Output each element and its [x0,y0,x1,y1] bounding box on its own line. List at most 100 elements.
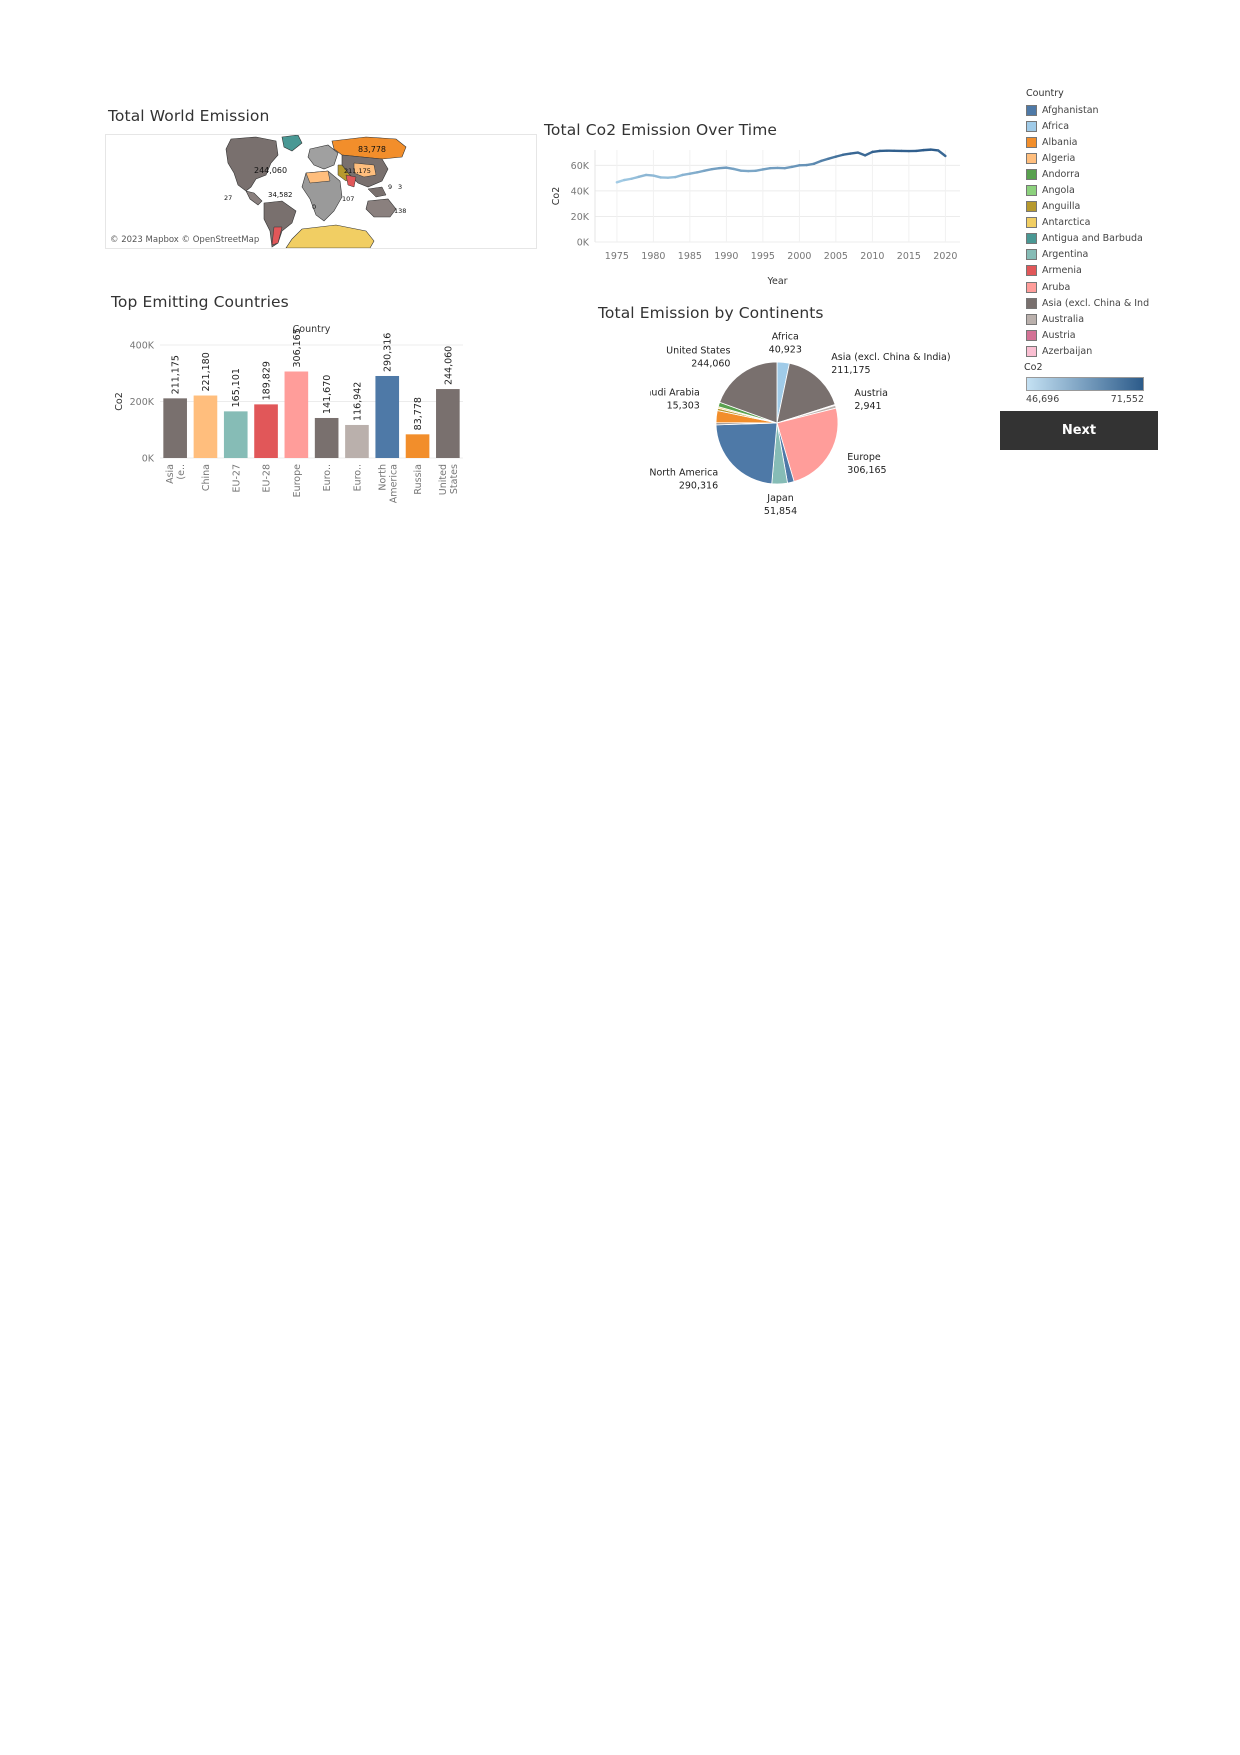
line-series-segment [644,173,655,177]
pie-slice [776,407,839,483]
legend-item-label: Austria [1042,329,1076,341]
legend-item[interactable]: Aruba [1026,279,1150,295]
map-region-india[interactable] [345,174,357,188]
bar-category-label: Euro.. [322,464,333,491]
world-map-canvas[interactable]: 83,778 244,060 34,582 211,175 9 3 27 0 1… [106,135,536,248]
legend-item[interactable]: Austria [1026,327,1150,343]
map-region-china[interactable] [353,162,377,178]
map-label-d: 0 [312,203,316,211]
line-series-segment [827,155,838,160]
legend-item-label: Africa [1042,120,1070,132]
line-x-tick-label: 1975 [605,251,629,262]
map-region-north-america[interactable] [225,136,279,192]
legend-item[interactable]: Argentina [1026,247,1150,263]
legend-item[interactable]: Armenia [1026,263,1150,279]
line-series-segment [805,162,816,167]
line-y-tick-label: 20K [571,212,590,223]
pie-slice [776,362,836,424]
next-button[interactable]: Next [1000,411,1158,450]
bar-value-label: 221,180 [201,352,212,391]
map-region-argentina[interactable] [271,226,283,246]
bar-category-label: Europe [292,464,303,498]
line-y-axis-title: Co2 [551,187,562,206]
line-series-segment [681,172,692,177]
pie-slice-label: Africa [772,331,799,342]
legend-item[interactable]: Albania [1026,134,1150,150]
pie-slice [719,361,778,424]
bar-y-tick-label: 200K [130,397,155,408]
bar-category-label: United [438,464,449,495]
legend-item[interactable]: Anguilla [1026,199,1150,215]
map-region-antarctica[interactable] [285,224,375,248]
pie-chart[interactable]: Africa 40,923 Asia (excl. China & India) 21… [650,325,950,525]
map-region-greenland[interactable] [281,135,303,152]
legend-item[interactable]: Azerbaijan [1026,343,1150,359]
line-x-tick-label: 2020 [933,251,957,262]
bar [436,389,460,458]
line-series-segment [703,167,714,172]
legend-item[interactable]: Africa [1026,118,1150,134]
line-series-segment [834,153,845,158]
legend-item[interactable]: Antarctica [1026,215,1150,231]
map-region-europe[interactable] [307,144,339,170]
map-region-russia[interactable] [331,136,407,160]
pie-slice-value: 15,303 [667,400,700,411]
line-series-segment [856,151,867,157]
map-credit: © 2023 Mapbox © OpenStreetMap [110,235,260,245]
country-legend: Country Afghanistan Africa Albania Algeria A… [1026,88,1150,364]
legend-item-label: Anguilla [1042,201,1081,213]
bar-category-label: EU-28 [262,464,273,492]
line-x-tick-label: 1995 [751,251,775,262]
line-x-axis-title: Year [766,276,787,287]
line-y-tick-label: 60K [571,161,590,172]
line-series-segment [761,166,772,171]
pie-slice-label: Europe [847,452,881,463]
legend-item-label: Argentina [1042,249,1089,261]
map-region-africa[interactable] [301,170,343,222]
legend-item[interactable]: Afghanistan [1026,102,1150,118]
legend-swatch [1026,136,1037,148]
legend-swatch [1026,185,1037,197]
legend-swatch [1026,217,1037,229]
pie-slice-value: 40,923 [769,344,802,355]
pie-slice-label: North America [650,468,718,479]
legend-item[interactable]: Asia (excl. China & Ind.. [1026,295,1150,311]
pie-slice-value: 290,316 [679,481,718,492]
legend-item[interactable]: Andorra [1026,166,1150,182]
pie-chart-title: Total Emission by Continents [598,304,824,322]
bar-category-label: North [377,464,388,491]
bar-value-label: 306,165 [292,328,303,367]
bar [345,424,369,458]
co2-legend-title: Co2 [1024,362,1043,373]
bar-value-label: 83,778 [413,397,424,430]
map-region-central-america[interactable] [245,190,263,206]
co2-legend-max: 71,552 [1110,394,1144,405]
pie-slice-value: 211,175 [831,365,870,376]
bar [405,434,430,458]
map-region-south-america[interactable] [263,200,297,248]
country-legend-list[interactable]: Afghanistan Africa Albania Algeria Andorra An… [1026,102,1150,364]
map-region-southeast-asia[interactable] [367,186,387,198]
line-x-tick-label: 1980 [641,251,665,262]
map-region-africa-north[interactable] [305,170,331,184]
bar-chart[interactable]: Country 0K 200K 400K Co2 211,175 Asia (e.. 221,1… [108,315,478,510]
legend-item[interactable]: Australia [1026,311,1150,327]
legend-item-label: Antigua and Barbuda [1042,233,1143,245]
legend-item[interactable]: Angola [1026,182,1150,198]
map-region-australia[interactable] [365,198,397,218]
line-x-tick-label: 2010 [860,251,884,262]
bar-category-label: States [449,464,460,494]
line-chart[interactable]: 0K 20K 40K 60K 1975 1980 1985 1990 1995 2000 2005 2… [545,142,965,292]
line-series-segment [717,166,728,170]
line-series-segment [725,166,735,171]
line-series-segment [630,175,641,180]
bar-value-label: 290,316 [383,333,394,372]
legend-item[interactable]: Algeria [1026,150,1150,166]
bar-y-tick-label: 400K [130,341,155,352]
legend-item-label: Albania [1042,136,1078,148]
legend-item-label: Azerbaijan [1042,345,1093,357]
legend-item[interactable]: Antigua and Barbuda [1026,231,1150,247]
line-y-tick-label: 0K [577,238,590,249]
world-map[interactable]: 83,778 244,060 34,582 211,175 9 3 27 0 1… [105,134,537,249]
map-label-f: 138 [394,207,406,215]
